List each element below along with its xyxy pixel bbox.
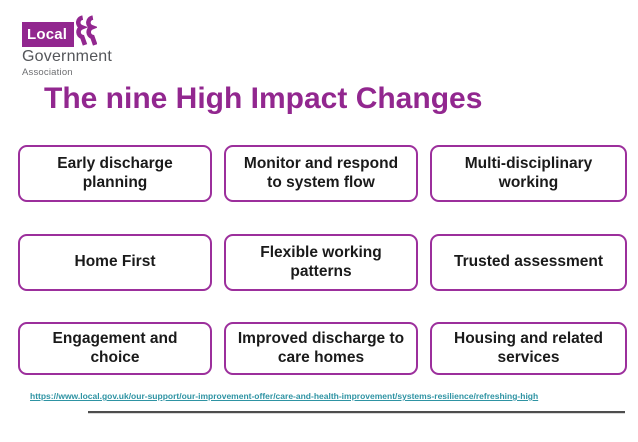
change-box-engagement-and-choice: Engagement and choice (18, 322, 212, 375)
grid-row-2: Home First Flexible working patterns Tru… (18, 234, 627, 291)
grid-row-1: Early discharge planning Monitor and res… (18, 145, 627, 202)
lga-logo-association-text: Association (22, 67, 73, 78)
lga-logo-government-text: Government (22, 48, 113, 65)
page-title: The nine High Impact Changes (44, 82, 483, 115)
lga-logo: Local Government Association (22, 14, 132, 78)
grid-row-3: Engagement and choice Improved discharge… (18, 322, 627, 375)
change-box-flexible-working-patterns: Flexible working patterns (224, 234, 418, 291)
divider-line (88, 411, 625, 414)
change-box-improved-discharge-care-homes: Improved discharge to care homes (224, 322, 418, 375)
change-box-multi-disciplinary-working: Multi-disciplinary working (430, 145, 627, 202)
change-box-housing-and-related-services: Housing and related services (430, 322, 627, 375)
change-box-early-discharge-planning: Early discharge planning (18, 145, 212, 202)
footer-link[interactable]: https://www.local.gov.uk/our-support/our… (30, 391, 539, 401)
change-box-monitor-and-respond: Monitor and respond to system flow (224, 145, 418, 202)
change-box-trusted-assessment: Trusted assessment (430, 234, 627, 291)
lga-brace-icon (73, 14, 99, 53)
change-box-home-first: Home First (18, 234, 212, 291)
lga-logo-row: Local (22, 14, 132, 47)
lga-logo-local-badge: Local (22, 22, 75, 47)
changes-grid: Early discharge planning Monitor and res… (18, 145, 627, 375)
